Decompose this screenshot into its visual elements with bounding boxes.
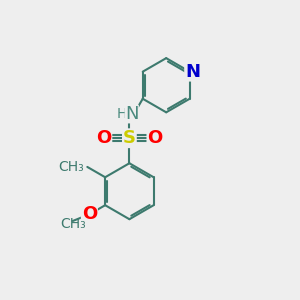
Text: N: N [185,63,200,81]
Text: N: N [125,105,139,123]
Text: S: S [123,129,136,147]
Text: CH₃: CH₃ [60,217,86,231]
Text: O: O [82,205,97,223]
Text: O: O [147,129,163,147]
Text: CH₃: CH₃ [58,160,84,174]
Text: O: O [96,129,111,147]
Text: H: H [116,107,127,121]
